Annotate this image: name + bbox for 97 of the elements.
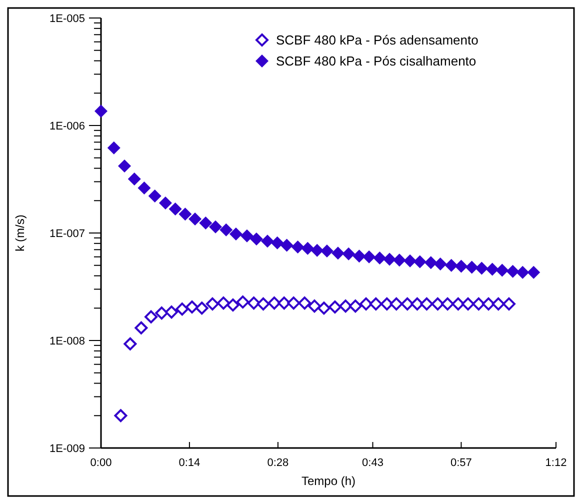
point bbox=[195, 302, 208, 315]
point bbox=[287, 296, 300, 310]
point bbox=[247, 296, 260, 310]
point bbox=[114, 409, 128, 422]
point bbox=[373, 252, 386, 265]
point bbox=[278, 296, 291, 310]
y-tick-label: 1E-006 bbox=[50, 120, 85, 132]
point bbox=[434, 257, 447, 270]
point bbox=[362, 250, 376, 264]
x-tick-label: 0:14 bbox=[178, 457, 200, 469]
point bbox=[390, 297, 403, 310]
point bbox=[209, 220, 222, 234]
point bbox=[506, 264, 520, 278]
point bbox=[236, 296, 250, 309]
point bbox=[339, 300, 352, 313]
point bbox=[298, 296, 312, 310]
legend-label: SCBF 480 kPa - Pós adensamento bbox=[276, 32, 478, 48]
point bbox=[206, 297, 219, 310]
point bbox=[383, 252, 396, 266]
point bbox=[431, 297, 444, 310]
point bbox=[486, 262, 499, 276]
point bbox=[380, 297, 394, 310]
point bbox=[250, 232, 263, 246]
point bbox=[320, 244, 334, 258]
point bbox=[144, 310, 158, 324]
point bbox=[516, 266, 530, 279]
point bbox=[186, 300, 198, 314]
point bbox=[158, 196, 172, 210]
x-tick-label: 0:43 bbox=[362, 457, 384, 469]
point bbox=[270, 236, 284, 250]
point bbox=[165, 306, 178, 319]
point bbox=[441, 297, 454, 310]
point bbox=[475, 262, 488, 275]
point bbox=[155, 306, 168, 320]
point bbox=[124, 337, 137, 350]
x-axis-title: Tempo (h) bbox=[301, 474, 356, 488]
point bbox=[472, 297, 486, 310]
y-tick-label: 1E-005 bbox=[50, 12, 85, 25]
point bbox=[118, 160, 132, 172]
y-axis-title: k (m/s) bbox=[13, 214, 27, 252]
point bbox=[502, 297, 516, 310]
point bbox=[310, 244, 324, 257]
point bbox=[482, 297, 496, 310]
point bbox=[400, 297, 414, 310]
point bbox=[107, 141, 120, 154]
point bbox=[148, 189, 162, 202]
point bbox=[128, 172, 141, 186]
x-tick-label: 0:00 bbox=[90, 457, 112, 469]
point bbox=[328, 300, 342, 314]
x-tick-label: 0:28 bbox=[267, 457, 289, 469]
y-tick-label: 1E-007 bbox=[50, 228, 85, 240]
point bbox=[360, 297, 373, 310]
point bbox=[301, 242, 314, 255]
point bbox=[178, 208, 192, 221]
x-tick-label: 1:12 bbox=[545, 457, 567, 469]
point bbox=[492, 297, 505, 310]
point bbox=[454, 260, 468, 273]
point bbox=[331, 246, 344, 260]
point bbox=[199, 216, 212, 230]
point bbox=[220, 223, 233, 236]
point bbox=[168, 202, 182, 216]
point bbox=[268, 296, 281, 310]
point bbox=[176, 302, 189, 316]
point bbox=[465, 260, 478, 274]
point bbox=[413, 255, 426, 268]
point bbox=[138, 182, 151, 195]
point bbox=[369, 297, 382, 310]
point bbox=[229, 227, 242, 240]
point bbox=[317, 302, 330, 315]
point bbox=[226, 298, 240, 312]
point bbox=[256, 297, 270, 310]
point bbox=[420, 297, 434, 310]
x-tick-label: 0:57 bbox=[450, 457, 472, 469]
point bbox=[94, 104, 108, 118]
point bbox=[410, 297, 424, 310]
point bbox=[342, 247, 356, 260]
point bbox=[280, 238, 294, 252]
point bbox=[134, 321, 148, 334]
y-tick-label: 1E-008 bbox=[50, 335, 85, 348]
point bbox=[496, 264, 509, 277]
y-tick-label: 1E-009 bbox=[50, 442, 85, 455]
legend-label: SCBF 480 kPa - Pós cisalhamento bbox=[276, 54, 476, 69]
point bbox=[424, 256, 438, 270]
point bbox=[188, 212, 202, 226]
point bbox=[216, 296, 230, 310]
point bbox=[527, 266, 540, 279]
point bbox=[352, 250, 366, 263]
point bbox=[462, 297, 475, 310]
point bbox=[404, 254, 417, 268]
point bbox=[260, 234, 274, 248]
point bbox=[308, 300, 321, 313]
point bbox=[240, 229, 254, 242]
point bbox=[291, 240, 304, 254]
point bbox=[392, 254, 406, 267]
point bbox=[348, 300, 362, 313]
point bbox=[452, 297, 465, 310]
point bbox=[444, 258, 458, 272]
